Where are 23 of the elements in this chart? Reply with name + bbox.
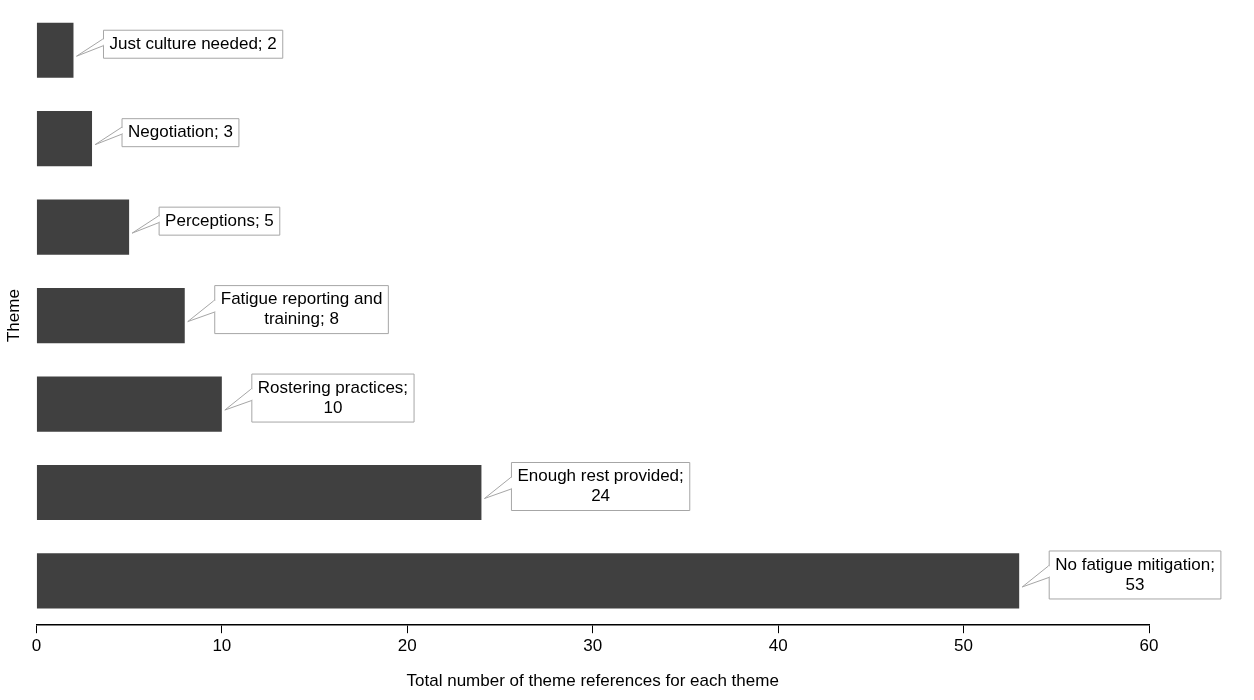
bar [36,111,93,167]
data-label: Enough rest provided; 24 [517,466,684,506]
data-label: Negotiation; 3 [128,122,233,142]
bar [36,288,185,344]
data-label: Rostering practices; 10 [257,377,409,417]
bar [36,199,130,255]
x-tick-label: 40 [768,636,788,656]
x-tick-label: 20 [397,636,417,656]
data-label: Fatigue reporting and training; 8 [220,289,383,329]
x-axis-title: Total number of theme references for each theme [406,671,779,691]
bar [36,553,1020,609]
data-label: No fatigue mitigation; 53 [1055,554,1215,594]
bar [36,22,74,78]
x-tick-label: 10 [212,636,232,656]
data-label: Perceptions; 5 [165,210,274,230]
bar [36,376,222,432]
x-tick-label: 0 [31,636,42,656]
x-tick-label: 50 [954,636,974,656]
y-axis-title: Theme [3,289,23,343]
x-tick-label: 30 [583,636,603,656]
data-label: Just culture needed; 2 [109,33,277,53]
bar [36,464,482,521]
x-tick-label: 60 [1139,636,1159,656]
